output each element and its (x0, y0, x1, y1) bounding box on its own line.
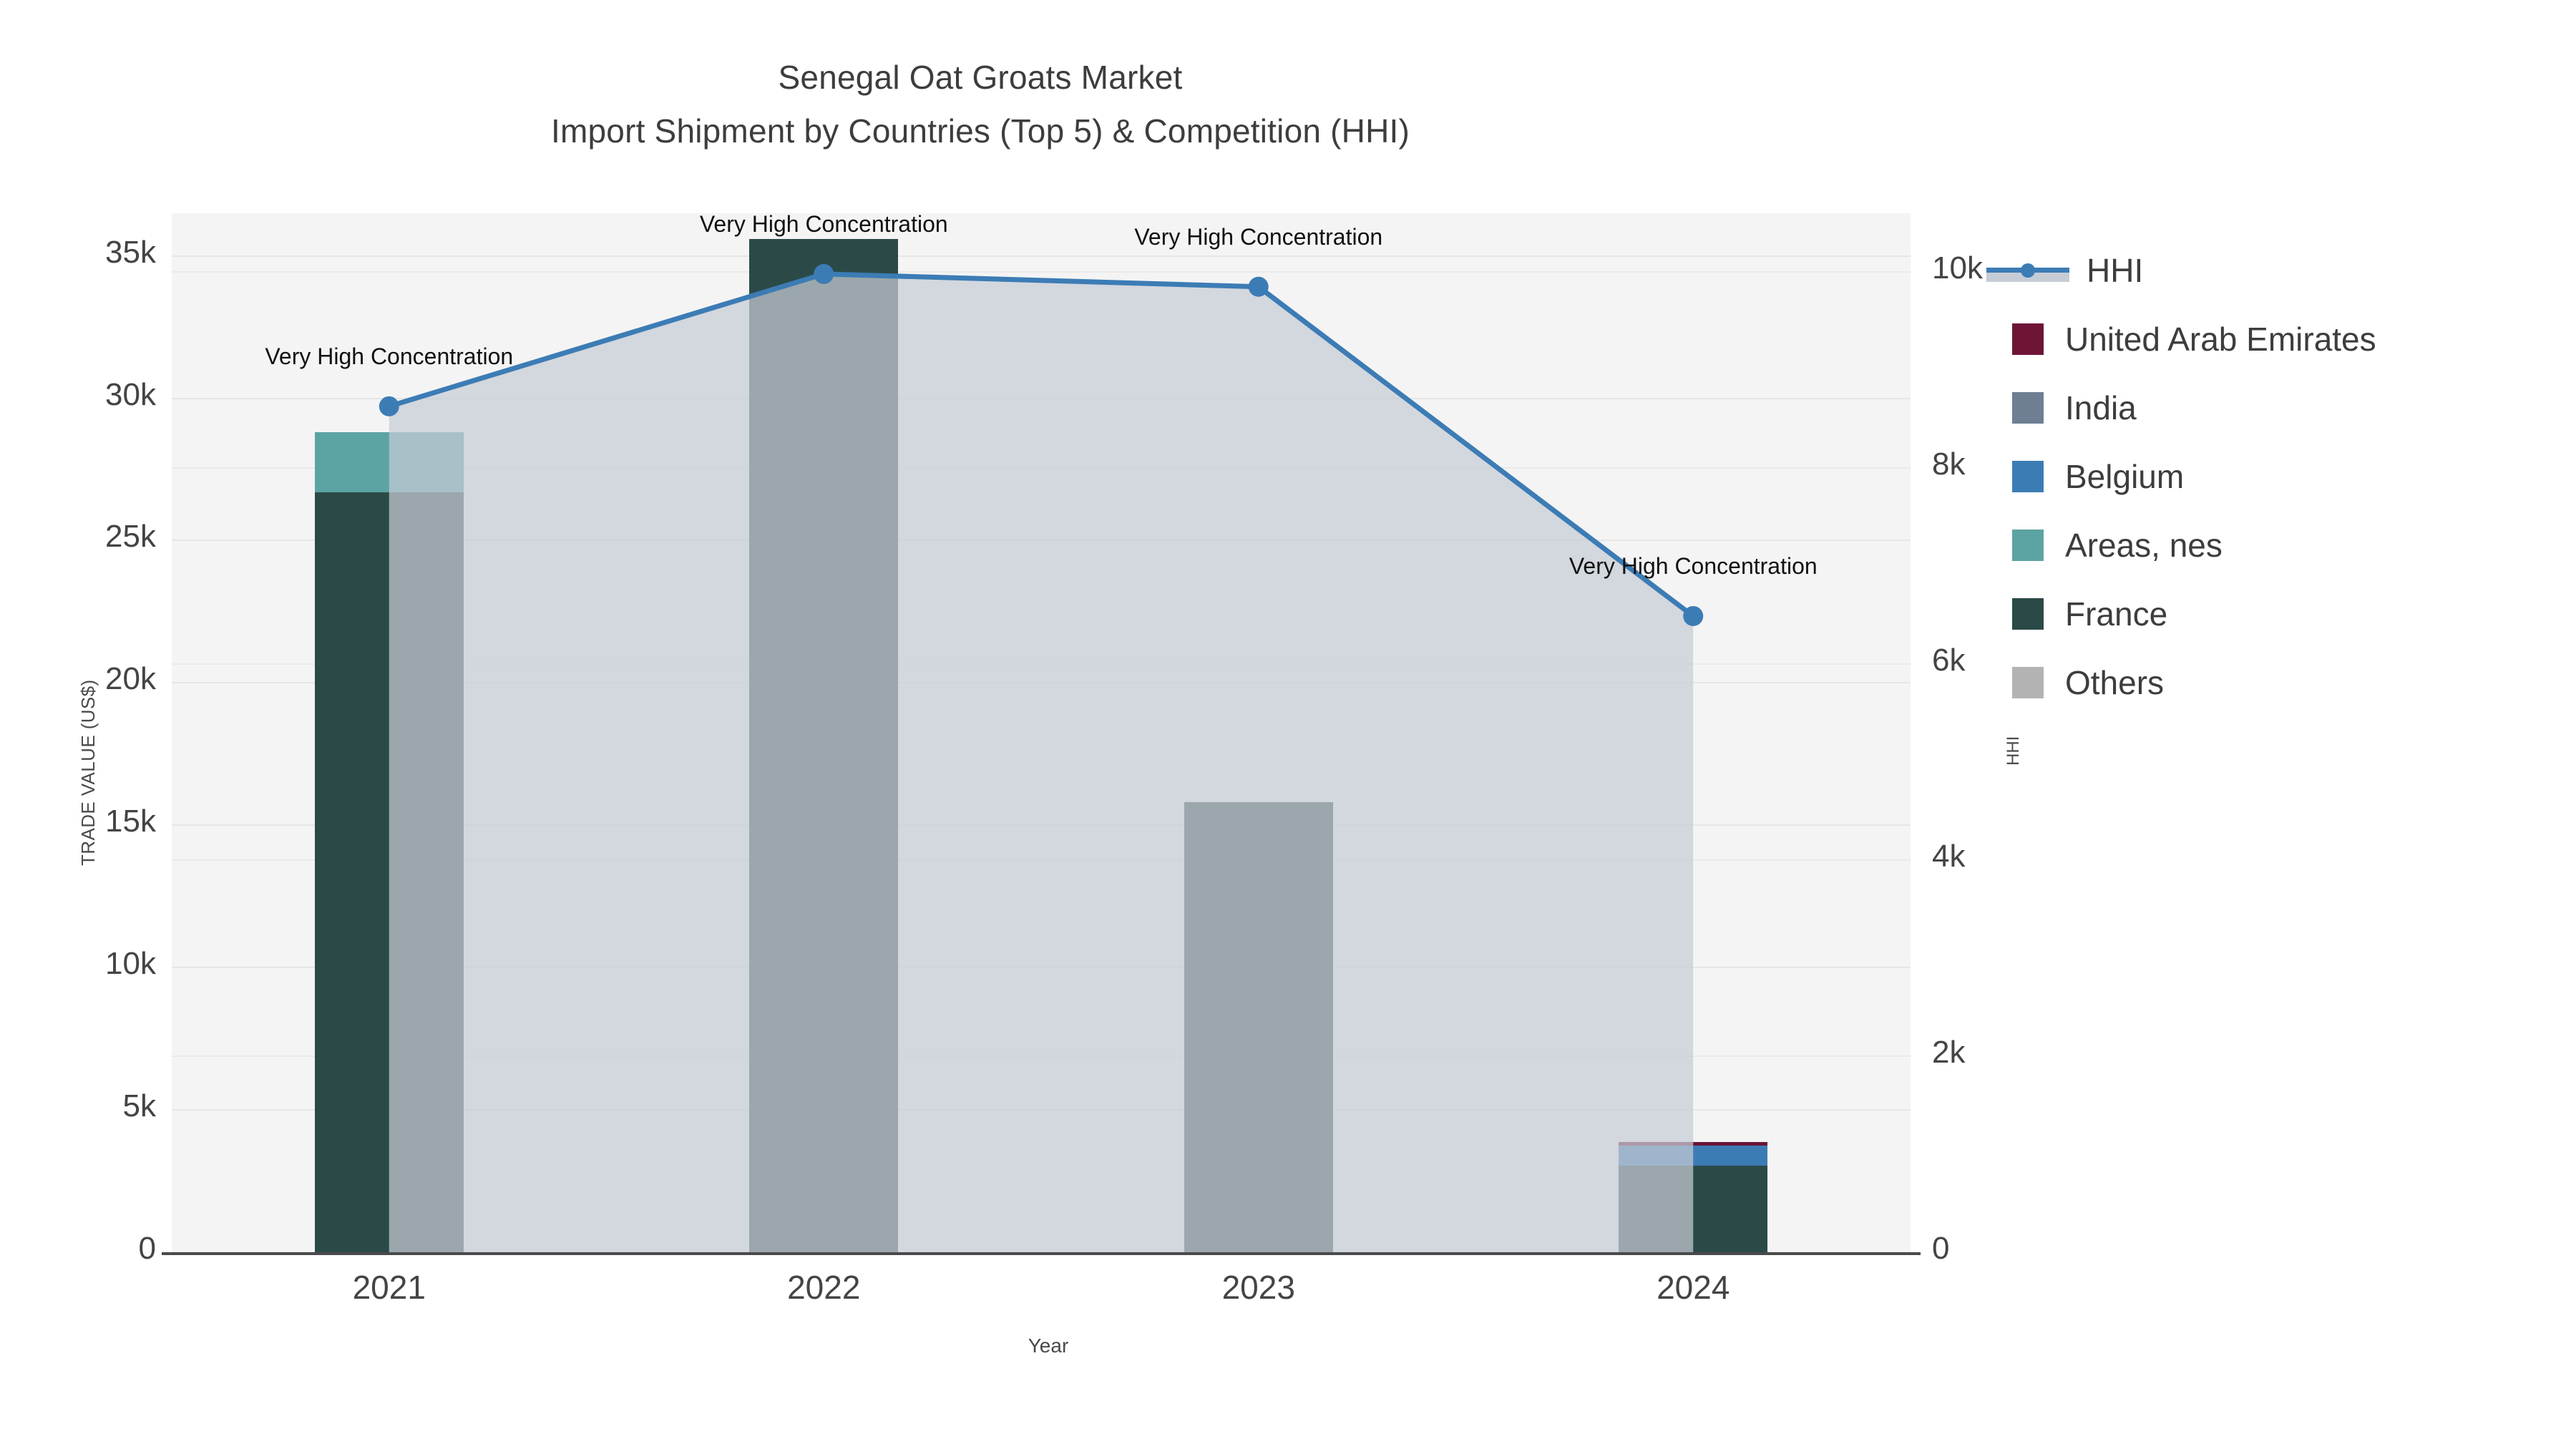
legend-item-label: United Arab Emirates (2065, 321, 2376, 358)
legend-item[interactable]: Belgium (2012, 442, 2556, 511)
x-axis-tick: 2021 (352, 1269, 426, 1306)
legend-swatch-icon (2012, 667, 2044, 698)
hhi-line (386, 271, 1696, 619)
hhi-markers (379, 263, 1704, 626)
x-axis-tick: 2024 (1657, 1269, 1730, 1306)
y-axis-left-tick: 5k (122, 1088, 156, 1124)
y-axis-left-tick: 20k (105, 661, 156, 697)
legend-item[interactable]: United Arab Emirates (2012, 305, 2556, 374)
gridline-right (172, 271, 1911, 273)
legend-swatch-icon (2012, 323, 2044, 355)
legend-item[interactable]: France (2012, 580, 2556, 648)
chart-title-block: Senegal Oat Groats Market Import Shipmen… (0, 56, 1961, 152)
legend-item[interactable]: HHI (1986, 236, 2556, 305)
y-axis-right-tick: 8k (1932, 447, 1966, 482)
legend-swatch-icon (2012, 530, 2044, 561)
y-axis-left-tick: 0 (138, 1231, 156, 1266)
legend-item[interactable]: Areas, nes (2012, 511, 2556, 580)
x-axis-tick: 2023 (1221, 1269, 1295, 1306)
y-axis-left-tick: 25k (105, 519, 156, 555)
y-axis-left-tick: 35k (105, 234, 156, 270)
legend-item-label: Others (2065, 664, 2165, 701)
concentration-annotation: Very High Concentration (1134, 223, 1383, 250)
legend-swatch-icon (2012, 392, 2044, 424)
concentration-annotation: Very High Concentration (699, 210, 948, 237)
x-axis-line (162, 1252, 1921, 1255)
concentration-annotation: Very High Concentration (1568, 552, 1818, 579)
legend-item[interactable]: India (2012, 374, 2556, 442)
legend-item-label: India (2065, 389, 2137, 426)
hhi-marker[interactable] (814, 263, 834, 284)
legend-swatch-icon (2012, 598, 2044, 630)
y-axis-left-tick: 15k (105, 804, 156, 839)
legend-item[interactable]: Others (2012, 648, 2556, 717)
page-title: Senegal Oat Groats Market (778, 59, 1183, 96)
y-axis-right-label: HHI (2004, 736, 2023, 766)
legend-item-label: Areas, nes (2065, 527, 2223, 564)
legend-item-label: France (2065, 595, 2168, 633)
y-axis-right-tick: 6k (1932, 643, 1966, 678)
x-axis-tick: 2022 (787, 1269, 861, 1306)
y-axis-left-tick: 30k (105, 376, 156, 412)
hhi-marker[interactable] (1248, 276, 1269, 297)
legend-line-icon (1986, 255, 2069, 286)
y-axis-right-tick: 0 (1932, 1231, 1950, 1266)
hhi-marker[interactable] (1683, 605, 1704, 626)
concentration-annotation: Very High Concentration (265, 343, 514, 369)
y-axis-right-tick: 4k (1932, 839, 1966, 874)
legend-item-label: Belgium (2065, 458, 2185, 495)
legend-item-label: HHI (2087, 252, 2144, 289)
hhi-line-layer (379, 263, 1704, 1253)
legend-swatch-icon (2012, 461, 2044, 492)
legend: HHI United Arab Emirates India Belgium Areas… (1986, 236, 2556, 717)
hhi-marker[interactable] (379, 396, 399, 416)
y-axis-right-tick: 2k (1932, 1035, 1966, 1070)
y-axis-left-label: TRADE VALUE (US$) (77, 679, 99, 866)
x-axis-label: Year (1028, 1335, 1069, 1357)
hhi-area-fill (389, 273, 1694, 1253)
plot-area (172, 213, 1911, 1253)
chart-subtitle: Import Shipment by Countries (Top 5) & C… (551, 112, 1410, 150)
y-axis-left-tick: 10k (105, 946, 156, 982)
y-axis-right-tick: 10k (1932, 250, 1983, 286)
gridline-left (172, 255, 1911, 257)
